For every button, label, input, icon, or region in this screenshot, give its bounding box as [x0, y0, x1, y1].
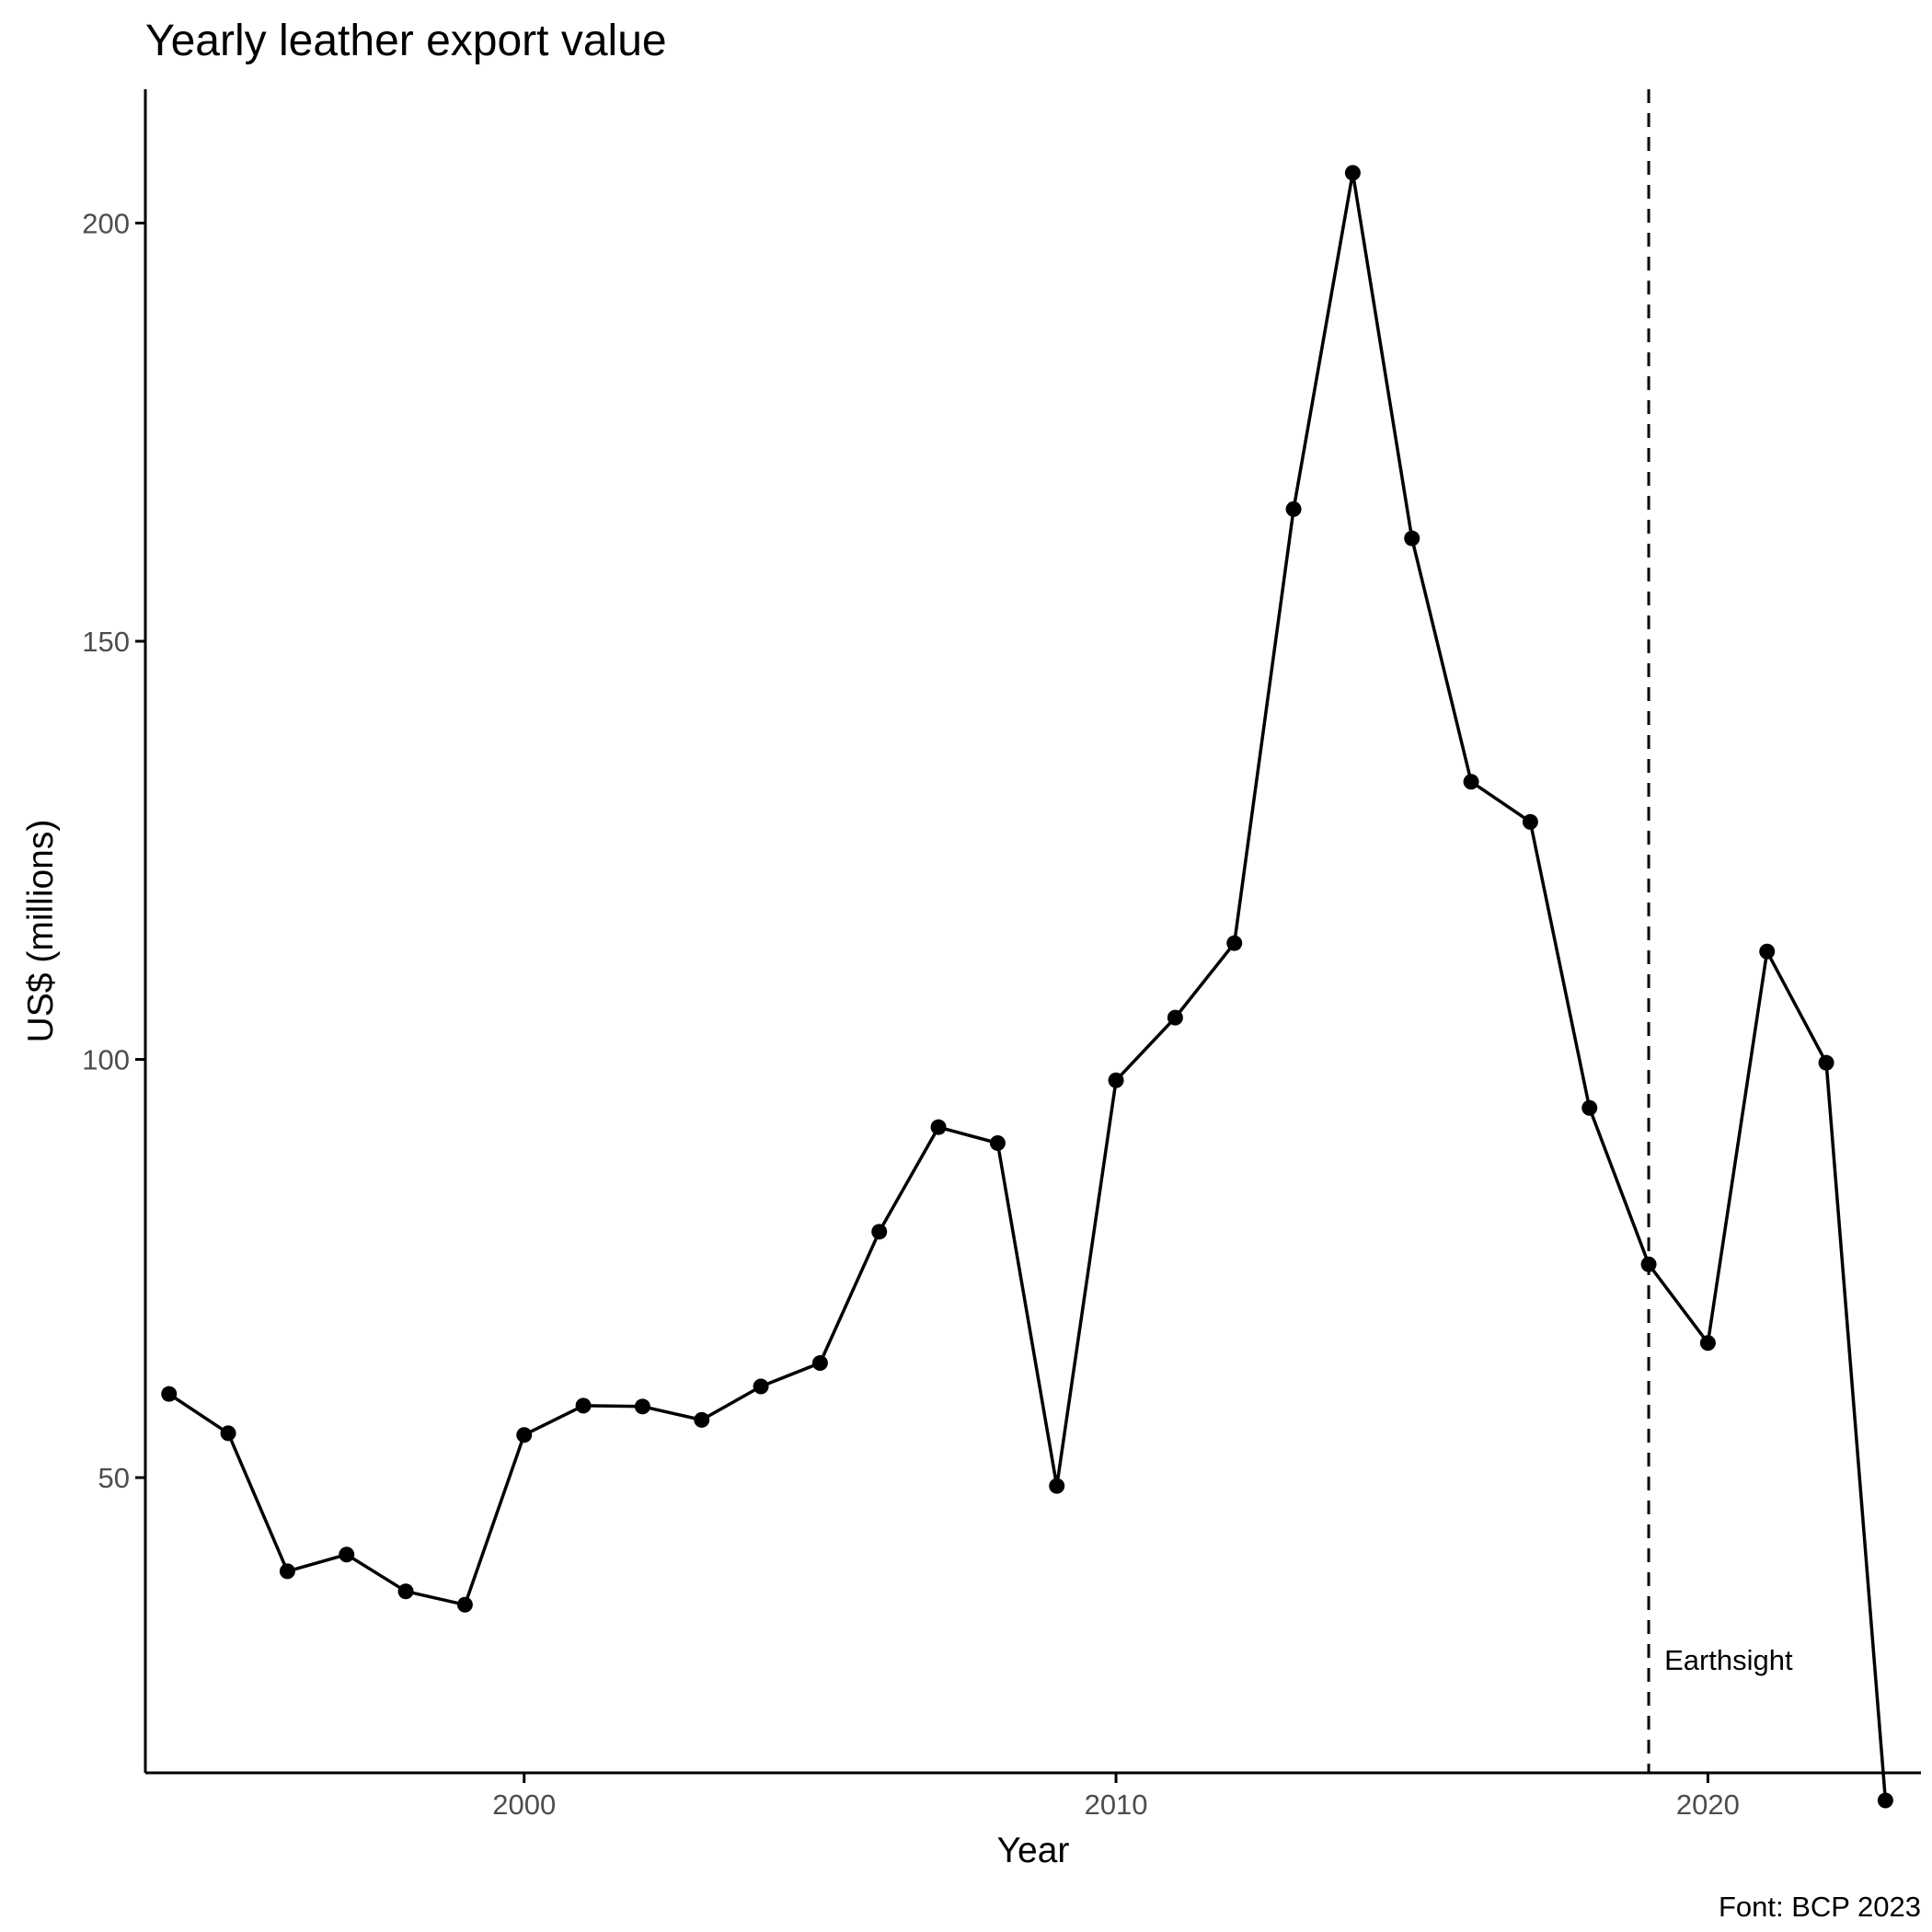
data-point — [1049, 1478, 1065, 1494]
data-point — [753, 1378, 769, 1395]
data-point — [1877, 1792, 1893, 1809]
data-point — [811, 1355, 828, 1372]
data-point — [1759, 943, 1776, 960]
y-tick-label: 50 — [98, 1462, 130, 1494]
data-point — [1581, 1099, 1598, 1116]
data-point — [516, 1427, 533, 1443]
data-point — [694, 1411, 710, 1428]
data-point — [220, 1425, 236, 1442]
y-axis-title: US$ (millions) — [21, 820, 61, 1043]
y-tick-label: 100 — [82, 1044, 130, 1076]
data-point — [1522, 813, 1538, 830]
data-point — [930, 1119, 947, 1135]
vline-annotation: Earthsight — [1664, 1644, 1793, 1676]
x-tick-label: 2010 — [1085, 1788, 1148, 1821]
data-point — [1818, 1054, 1834, 1071]
data-point — [397, 1583, 414, 1600]
x-axis-ticks: 2000 2010 2020 — [492, 1773, 1740, 1821]
data-point — [456, 1596, 473, 1613]
x-tick-label: 2000 — [492, 1788, 556, 1821]
data-point — [1463, 774, 1479, 790]
y-tick-label: 150 — [82, 626, 130, 658]
source-caption: Font: BCP 2023 — [1719, 1891, 1921, 1923]
data-point — [1640, 1256, 1657, 1272]
data-point — [1167, 1009, 1183, 1026]
data-point — [1226, 935, 1243, 951]
x-tick-label: 2020 — [1676, 1788, 1740, 1821]
data-point — [1108, 1072, 1124, 1088]
chart-title: Yearly leather export value — [145, 17, 667, 65]
data-point — [161, 1386, 178, 1402]
data-point — [575, 1397, 592, 1414]
x-axis-title: Year — [997, 1831, 1070, 1870]
y-tick-label: 200 — [82, 207, 130, 239]
data-point — [1699, 1335, 1716, 1351]
data-point — [634, 1398, 650, 1415]
data-point — [279, 1563, 295, 1580]
data-point — [871, 1224, 888, 1240]
data-point — [1285, 500, 1302, 517]
data-point — [339, 1547, 355, 1563]
y-axis-ticks: 50 100 150 200 — [82, 207, 145, 1494]
data-point — [1404, 530, 1420, 546]
data-point — [989, 1134, 1006, 1151]
data-point — [1344, 165, 1361, 181]
plot-area: Earthsight — [161, 89, 1893, 1809]
series-line — [167, 171, 1888, 1801]
